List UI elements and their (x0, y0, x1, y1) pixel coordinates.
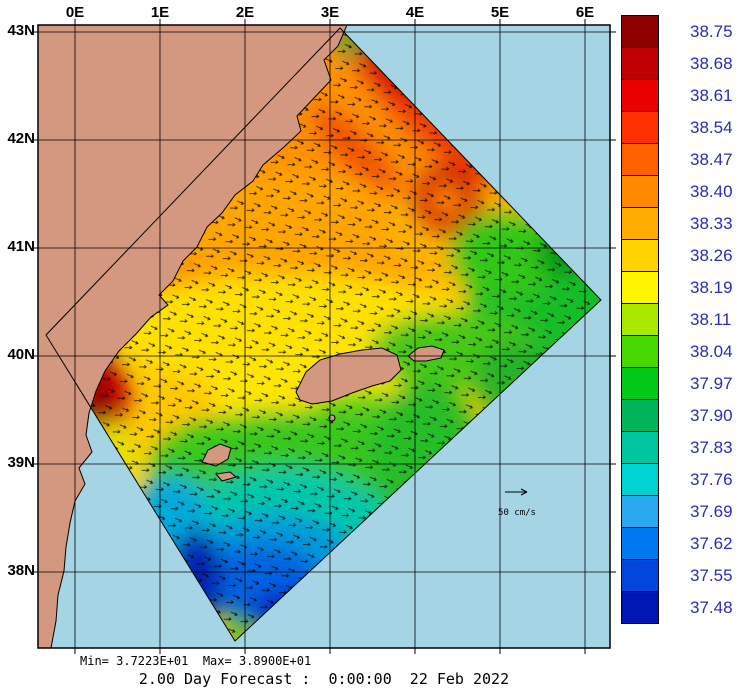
colorbar-blocks (621, 15, 659, 624)
island-menorca (407, 345, 445, 362)
colorbar-label: 37.69 (690, 501, 733, 521)
colorbar-label: 37.90 (690, 405, 733, 425)
colorbar-label: 37.48 (690, 597, 733, 617)
island-formentera (215, 471, 238, 482)
colorbar-label: 37.97 (690, 373, 733, 393)
colorbar-block (621, 15, 659, 48)
colorbar-label: 38.33 (690, 213, 733, 233)
colorbar-label: 38.75 (690, 21, 733, 41)
colorbar-label: 37.76 (690, 469, 733, 489)
colorbar-label: 37.55 (690, 565, 733, 585)
colorbar-block (621, 271, 659, 304)
colorbar-block (621, 79, 659, 112)
colorbar-block (621, 207, 659, 240)
colorbar-block (621, 143, 659, 176)
colorbar-label: 37.83 (690, 437, 733, 457)
grid-lines (38, 25, 610, 648)
axis-ticks (32, 19, 616, 654)
plot-frame (37, 24, 611, 649)
vector-scale-label: 50 cm/s (498, 508, 536, 518)
colorbar-label: 38.40 (690, 181, 733, 201)
colorbar-block (621, 495, 659, 528)
colorbar-block (621, 47, 659, 80)
colorbar-block (621, 399, 659, 432)
colorbar-label: 38.04 (690, 341, 733, 361)
colorbar-labels: 38.75 38.68 38.61 38.54 38.47 38.40 38.33 38.26… (690, 15, 733, 624)
island-mallorca (295, 347, 402, 405)
colorbar-block (621, 463, 659, 496)
colorbar-block (621, 239, 659, 272)
vector-scale-arrow-icon (505, 488, 528, 496)
colorbar-block (621, 591, 659, 624)
colorbar-label: 38.61 (690, 85, 733, 105)
minmax-text: Min= 3.7223E+01 Max= 3.8900E+01 (80, 654, 312, 668)
colorbar-label: 38.19 (690, 277, 733, 297)
mainland (37, 24, 348, 649)
islands (201, 345, 445, 482)
colorbar-block (621, 527, 659, 560)
forecast-caption: 2.00 Day Forecast : 0:00:00 22 Feb 2022 (138, 670, 510, 688)
colorbar-label: 38.54 (690, 117, 733, 137)
colorbar-block (621, 559, 659, 592)
island-ibiza (201, 443, 232, 467)
colorbar-label: 38.68 (690, 53, 733, 73)
model-domain-outline (45, 27, 602, 642)
colorbar-block (621, 111, 659, 144)
island-cabrera (328, 414, 336, 422)
vector-scale: 50 cm/s (498, 488, 536, 518)
colorbar-block (621, 431, 659, 464)
colorbar-block (621, 367, 659, 400)
colorbar-block (621, 335, 659, 368)
colorbar-label: 38.47 (690, 149, 733, 169)
colorbar-block (621, 303, 659, 336)
colorbar-label: 38.11 (690, 309, 732, 329)
colorbar-label: 37.62 (690, 533, 733, 553)
colorbar-label: 38.26 (690, 245, 733, 265)
colorbar-block (621, 175, 659, 208)
